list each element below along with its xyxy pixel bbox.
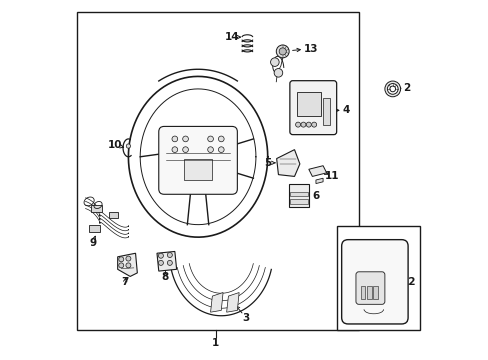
Text: 5: 5 [264,158,271,168]
FancyBboxPatch shape [341,240,407,324]
Polygon shape [226,293,239,312]
Circle shape [172,147,177,153]
Circle shape [119,263,123,268]
Polygon shape [276,150,299,176]
Circle shape [183,147,188,153]
Circle shape [295,122,300,127]
Bar [366,286,371,298]
Circle shape [389,86,395,92]
Bar [77,12,358,330]
Circle shape [172,136,177,142]
Circle shape [279,48,285,55]
Text: 6: 6 [312,191,319,201]
Circle shape [126,144,130,148]
Text: 1: 1 [212,338,219,347]
Circle shape [311,122,316,127]
Bar [323,98,329,125]
Circle shape [276,45,288,58]
Bar [297,93,320,116]
Polygon shape [308,166,326,176]
Bar [360,286,365,298]
Circle shape [270,58,279,66]
Bar [288,184,308,207]
Text: 14: 14 [224,32,239,42]
FancyBboxPatch shape [289,81,336,135]
Circle shape [300,122,305,127]
Circle shape [384,81,400,97]
Circle shape [167,252,172,257]
Text: 11: 11 [324,171,339,181]
FancyBboxPatch shape [355,272,384,304]
Circle shape [218,136,224,142]
Circle shape [386,84,397,94]
Bar [183,158,212,180]
Circle shape [125,263,131,268]
Text: 10: 10 [107,140,122,150]
Polygon shape [210,293,223,312]
Circle shape [305,122,311,127]
Bar [373,286,377,298]
Text: 8: 8 [161,272,168,282]
Polygon shape [315,178,323,184]
Text: 12: 12 [401,277,415,287]
Text: 7: 7 [121,277,128,287]
Circle shape [183,136,188,142]
Bar [91,205,102,212]
Text: 2: 2 [403,83,410,93]
Circle shape [274,68,282,77]
Circle shape [207,136,213,142]
FancyBboxPatch shape [159,126,237,194]
Circle shape [207,147,213,153]
Circle shape [158,253,163,258]
Polygon shape [157,251,176,271]
Circle shape [158,260,163,265]
Text: 13: 13 [303,44,317,54]
Text: 9: 9 [89,238,96,248]
Bar [289,192,307,197]
Bar [289,199,307,203]
Bar [108,212,118,217]
Text: 4: 4 [342,105,349,115]
Bar [337,226,419,330]
Text: 3: 3 [242,312,249,323]
Circle shape [167,260,172,265]
Circle shape [119,257,123,262]
Polygon shape [118,253,137,276]
Circle shape [125,256,131,261]
Bar [89,225,100,232]
Circle shape [218,147,224,153]
